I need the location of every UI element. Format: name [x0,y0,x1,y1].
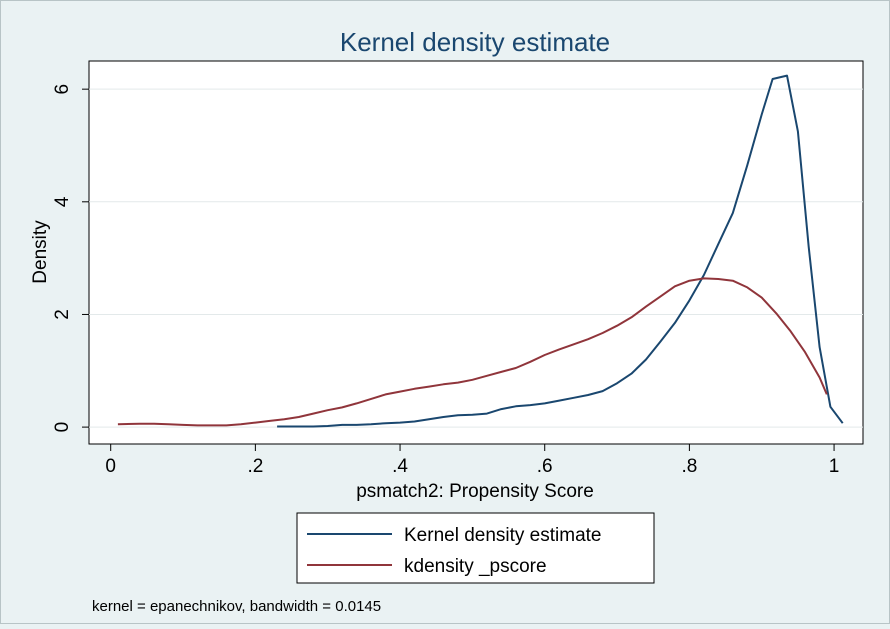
y-tick-label-2: 4 [52,196,73,207]
y-tick-label-0: 0 [52,422,73,433]
x-tick-label-3: .6 [537,456,553,477]
grid-lines [89,88,863,428]
series-line-kernel-density-estimate [277,74,844,428]
legend-label-kernel-density-estimate: Kernel density estimate [404,525,602,546]
legend-box [296,512,655,584]
x-tick-label-4: .8 [681,456,697,477]
x-tick-label-1: .2 [247,456,263,477]
y-tick-label-3: 6 [52,84,73,95]
x-axis-label: psmatch2: Propensity Score [356,481,594,502]
x-tick-label-5: 1 [829,456,840,477]
legend-label-kdensity-pscore: kdensity _pscore [404,556,547,577]
chart-title: Kernel density estimate [340,27,610,57]
y-tick-label-1: 2 [52,309,73,320]
y-axis-label: Density [30,220,51,284]
chart-note: kernel = epanechnikov, bandwidth = 0.014… [92,598,381,615]
legend: Kernel density estimate kdensity _pscore [296,512,655,584]
x-tick-label-0: 0 [105,456,116,477]
plot-area [88,60,864,445]
series-lines [117,74,844,428]
axes: 0 2 4 6 0 .2 .4 .6 .8 1 [52,84,839,477]
x-tick-label-2: .4 [392,456,408,477]
series-line-kdensity-pscore [117,277,828,427]
